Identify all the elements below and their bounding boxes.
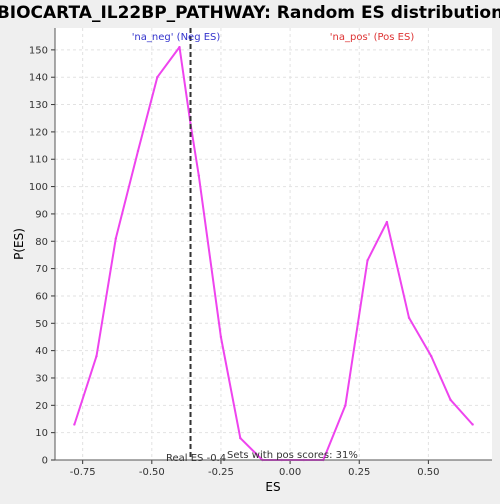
x-tick-label: -0.25 <box>208 467 234 478</box>
y-tick-label: 40 <box>35 346 48 357</box>
y-axis-label: P(ES) <box>12 228 26 260</box>
x-tick-label: 0.00 <box>279 467 301 478</box>
y-tick-label: 0 <box>42 456 48 467</box>
x-tick-label: -0.50 <box>139 467 165 478</box>
data-point <box>344 404 347 407</box>
axis-ticks: 0 10 20 30 40 50 60 70 80 90 100 110 120 130 140 150 -0.… <box>29 45 440 478</box>
data-point <box>385 220 389 224</box>
pos-es-label: 'na_pos' (Pos ES) <box>330 32 415 43</box>
y-tick-label: 130 <box>29 100 48 111</box>
y-tick-label: 30 <box>35 373 48 384</box>
x-tick-label: 0.50 <box>417 467 439 478</box>
data-point <box>156 76 159 79</box>
data-point <box>471 423 474 426</box>
pos-scores-label: Sets with pos scores: 31% <box>227 450 358 461</box>
y-tick-label: 80 <box>35 237 48 248</box>
data-point <box>73 423 76 426</box>
data-point <box>429 354 433 358</box>
y-tick-label: 60 <box>35 291 48 302</box>
y-tick-label: 90 <box>35 209 48 220</box>
x-axis-label: ES <box>265 480 280 494</box>
grid-lines <box>55 28 492 461</box>
data-point <box>219 335 223 339</box>
x-tick-label: -0.75 <box>70 467 96 478</box>
y-tick-label: 110 <box>29 155 48 166</box>
data-point <box>449 398 452 402</box>
data-point <box>239 436 242 440</box>
y-tick-label: 140 <box>29 73 48 84</box>
y-tick-label: 50 <box>35 319 48 330</box>
data-point <box>136 149 140 153</box>
y-tick-label: 20 <box>35 401 48 412</box>
chart-title: BIOCARTA_IL22BP_PATHWAY: Random ES distr… <box>0 3 500 23</box>
plot-area <box>55 28 492 460</box>
y-tick-label: 150 <box>29 45 48 56</box>
y-tick-label: 10 <box>35 428 48 439</box>
data-point <box>95 354 98 358</box>
real-es-label: Real ES -0.4 <box>166 453 226 464</box>
data-point <box>407 316 411 320</box>
y-tick-label: 120 <box>29 127 48 138</box>
data-point <box>366 259 369 262</box>
data-point <box>197 174 201 177</box>
neg-es-label: 'na_neg' (Neg ES) <box>132 32 221 43</box>
data-point <box>178 45 181 49</box>
data-point <box>114 237 118 240</box>
y-tick-label: 100 <box>29 182 48 193</box>
y-tick-label: 70 <box>35 264 48 275</box>
x-tick-label: 0.25 <box>348 467 370 478</box>
